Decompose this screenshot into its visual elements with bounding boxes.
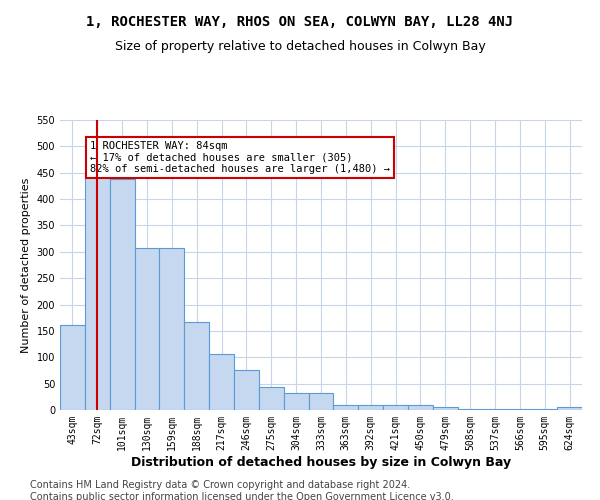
Bar [308, 392, 334, 410]
Bar [557, 408, 582, 410]
Bar [508, 409, 532, 410]
Bar [184, 322, 209, 410]
Bar [134, 248, 160, 410]
Bar [234, 370, 259, 410]
Bar [209, 354, 234, 410]
Text: 1, ROCHESTER WAY, RHOS ON SEA, COLWYN BAY, LL28 4NJ: 1, ROCHESTER WAY, RHOS ON SEA, COLWYN BA… [86, 15, 514, 29]
Bar [160, 248, 184, 410]
Bar [334, 404, 358, 410]
Bar [532, 409, 557, 410]
Bar [358, 404, 383, 410]
Bar [259, 387, 284, 410]
Text: Contains public sector information licensed under the Open Government Licence v3: Contains public sector information licen… [30, 492, 454, 500]
Bar [383, 406, 408, 410]
Bar [458, 409, 482, 410]
Bar [284, 392, 308, 410]
Text: 1 ROCHESTER WAY: 84sqm
← 17% of detached houses are smaller (305)
82% of semi-de: 1 ROCHESTER WAY: 84sqm ← 17% of detached… [90, 141, 390, 174]
Bar [85, 172, 110, 410]
Bar [482, 409, 508, 410]
Bar [110, 179, 134, 410]
Text: Size of property relative to detached houses in Colwyn Bay: Size of property relative to detached ho… [115, 40, 485, 53]
Bar [60, 324, 85, 410]
Bar [408, 406, 433, 410]
Y-axis label: Number of detached properties: Number of detached properties [21, 178, 31, 352]
X-axis label: Distribution of detached houses by size in Colwyn Bay: Distribution of detached houses by size … [131, 456, 511, 468]
Text: Contains HM Land Registry data © Crown copyright and database right 2024.: Contains HM Land Registry data © Crown c… [30, 480, 410, 490]
Bar [433, 408, 458, 410]
